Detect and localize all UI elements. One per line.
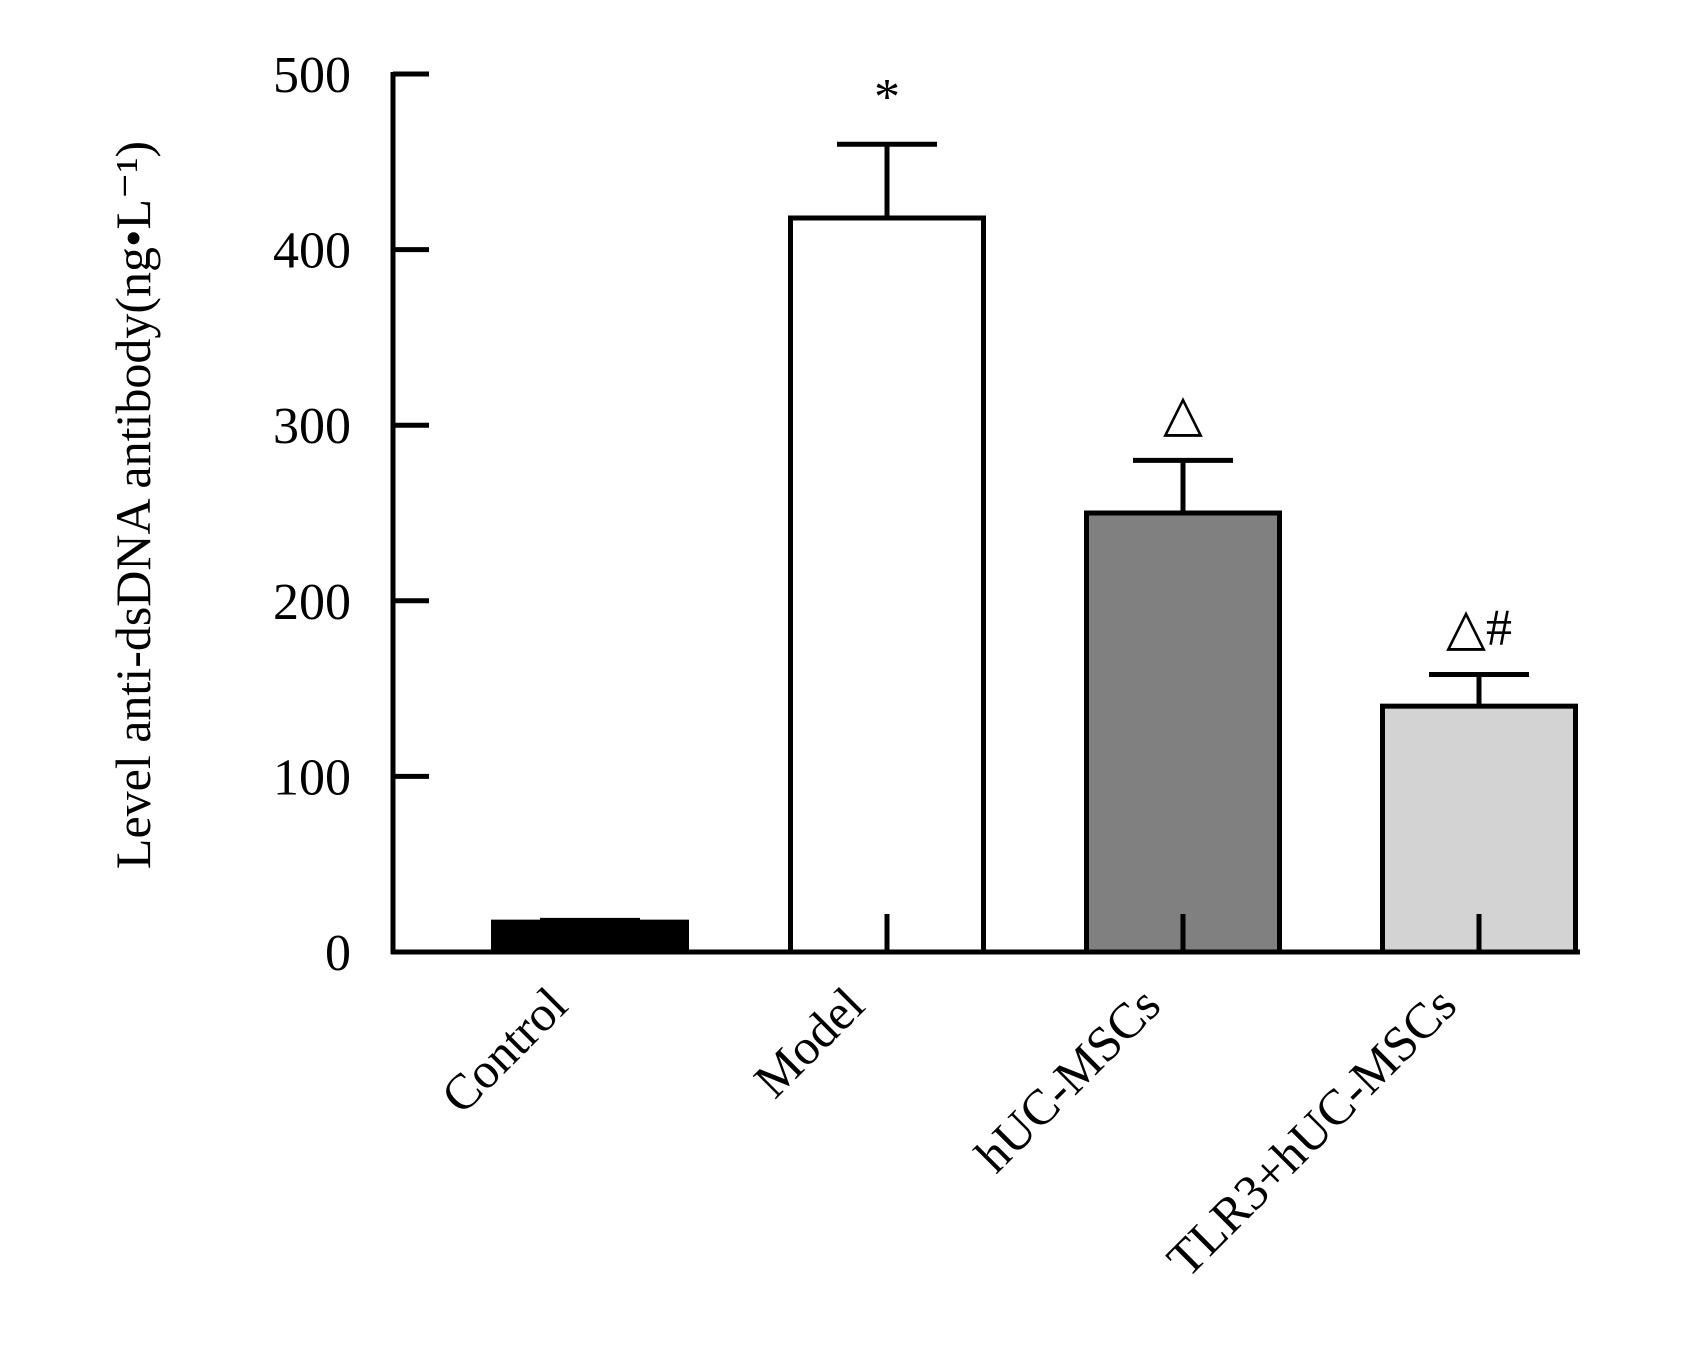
y-tick-label-0: 0 (325, 925, 351, 982)
error-bars-group (540, 141, 1529, 952)
annotation-model: * (874, 69, 900, 126)
bar-huc-mscs (1084, 510, 1282, 955)
annotations-group: * △ △# (874, 69, 1512, 656)
category-label-tlr3-huc-mscs: TLR3+hUC-MSCs (1156, 976, 1467, 1287)
category-label-control: Control (430, 976, 578, 1124)
category-label-model: Model (743, 976, 875, 1108)
y-tick-label-200: 200 (273, 574, 351, 631)
y-axis-label: Level anti-dsDNA antibody(ng•L⁻¹) (105, 141, 161, 869)
y-tick-label-400: 400 (273, 223, 351, 280)
y-tick-label-500: 500 (273, 47, 351, 104)
bar-control (491, 919, 689, 955)
bars-group (491, 215, 1578, 955)
y-tick-label-100: 100 (273, 749, 351, 806)
y-axis: 0 100 200 300 400 500 (273, 47, 429, 982)
y-tick-label-300: 300 (273, 398, 351, 455)
bar-tlr3-huc-mscs (1380, 703, 1578, 955)
annotation-tlr3-huc-mscs: △# (1446, 600, 1512, 657)
bar-model (788, 215, 986, 955)
annotation-huc-mscs: △ (1163, 385, 1203, 442)
category-label-huc-mscs: hUC-MSCs (964, 976, 1171, 1183)
